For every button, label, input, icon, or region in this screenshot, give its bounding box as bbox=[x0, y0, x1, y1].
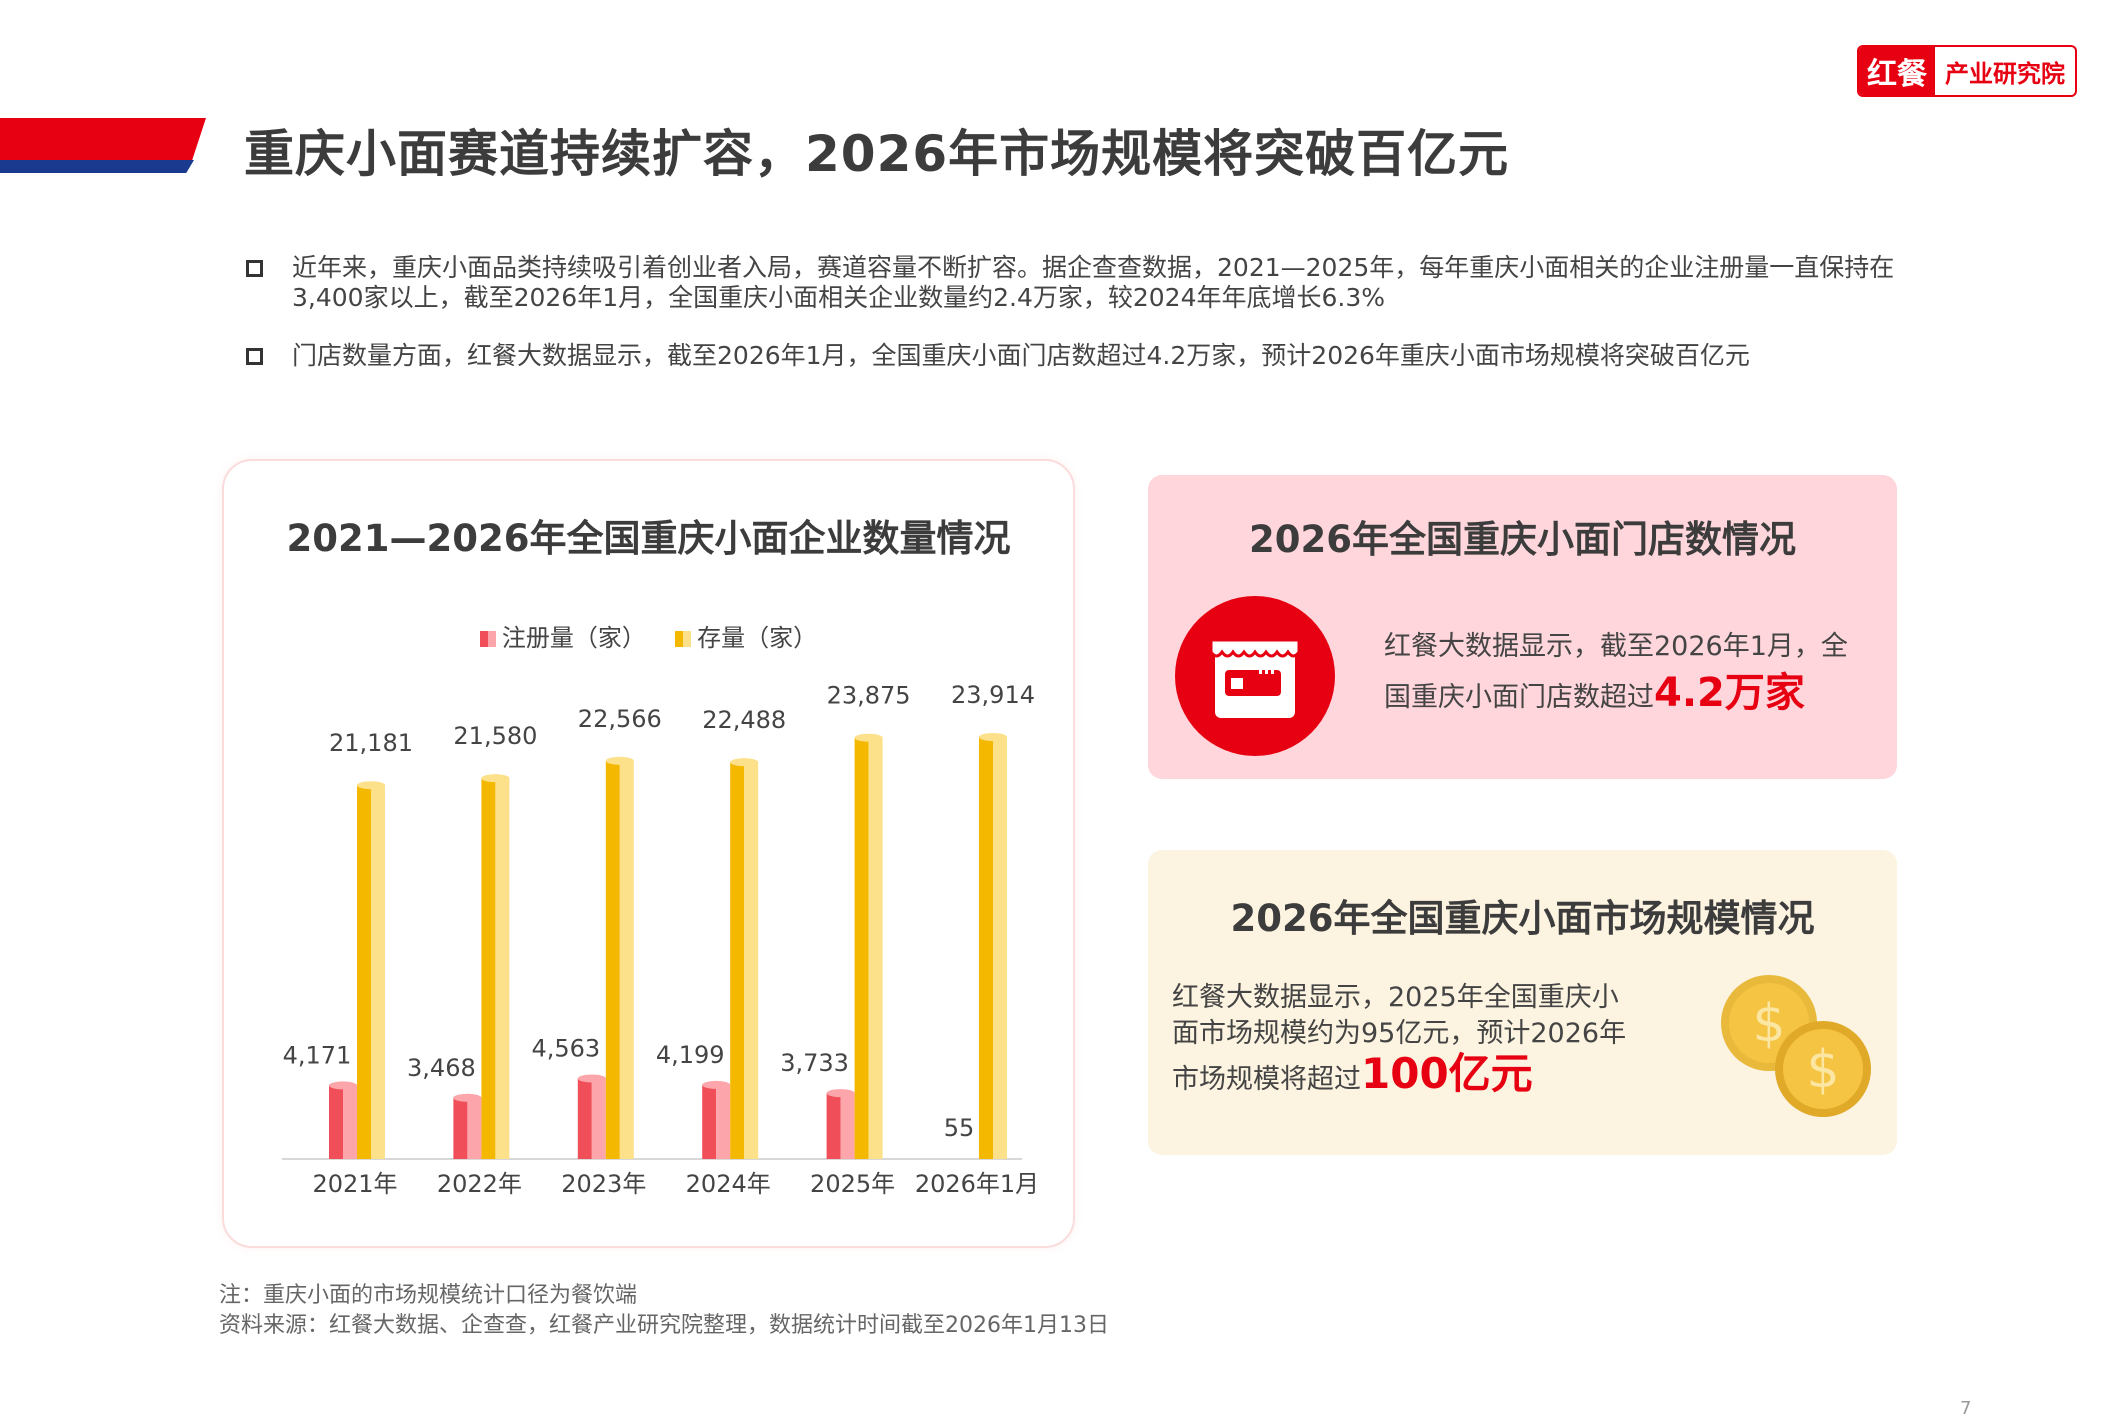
bar-registrations bbox=[702, 1084, 717, 1159]
x-tick-label: 2022年 bbox=[437, 1170, 522, 1198]
store-card-text: 红餐大数据显示，截至2026年1月，全 国重庆小面门店数超过4.2万家 bbox=[1384, 623, 1884, 721]
source-note: 资料来源：红餐大数据、企查查，红餐产业研究院整理，数据统计时间截至2026年1月… bbox=[219, 1313, 1109, 1338]
x-tick-label: 2023年 bbox=[561, 1170, 646, 1198]
logo-text: 产业研究院 bbox=[1945, 59, 2065, 88]
legend-label-registrations: 注册量（家） bbox=[501, 624, 646, 652]
market-text-line: 红餐大数据显示，2025年全国重庆小 bbox=[1172, 982, 1619, 1013]
bar-top bbox=[453, 1093, 482, 1102]
market-text-line: 市场规模将超过100亿元 bbox=[1172, 1053, 1692, 1098]
market-size-highlight: 100亿元 bbox=[1361, 1049, 1533, 1098]
square-bullet-icon bbox=[246, 260, 263, 277]
bullet-item: 门店数量方面，红餐大数据显示，截至2026年1月，全国重庆小面门店数超过4.2万… bbox=[244, 341, 1924, 371]
coins-icon: $ $ bbox=[1721, 975, 1871, 1117]
bar-stock-side bbox=[495, 778, 510, 1159]
bar-stock bbox=[605, 760, 620, 1159]
header-red-band bbox=[0, 118, 206, 162]
chart-title: 2021—2026年全国重庆小面企业数量情况 bbox=[286, 517, 1011, 560]
svg-text:$: $ bbox=[1752, 994, 1785, 1054]
bar-top bbox=[826, 1089, 855, 1098]
x-tick-label: 2021年 bbox=[312, 1170, 397, 1198]
store-text-line: 国重庆小面门店数超过4.2万家 bbox=[1384, 670, 1884, 721]
bar-registrations bbox=[826, 1093, 841, 1159]
footnote: 注：重庆小面的市场规模统计口径为餐饮端 bbox=[219, 1283, 638, 1308]
bar-top bbox=[605, 756, 634, 765]
bar-top bbox=[357, 781, 385, 790]
bar-stock-side bbox=[619, 760, 634, 1159]
page-number: 7 bbox=[1960, 1398, 1972, 1419]
bar-stock bbox=[854, 737, 869, 1159]
bullet-text: 近年来，重庆小面品类持续吸引着创业者入局，赛道容量不断扩容。据企查查数据，202… bbox=[292, 253, 1895, 312]
store-card-title: 2026年全国重庆小面门店数情况 bbox=[1249, 518, 1796, 561]
data-label: 22,488 bbox=[702, 706, 786, 734]
chart-legend: 注册量（家） 存量（家） bbox=[222, 618, 1075, 653]
square-bullet-icon bbox=[246, 348, 263, 365]
bullet-item: 近年来，重庆小面品类持续吸引着创业者入局，赛道容量不断扩容。据企查查数据，202… bbox=[244, 253, 1924, 313]
bar-registrations bbox=[453, 1097, 468, 1159]
market-card-text: 红餐大数据显示，2025年全国重庆小 面市场规模约为95亿元，预计2026年 市… bbox=[1172, 980, 1692, 1098]
bar-stock-side bbox=[744, 762, 759, 1159]
bar-top bbox=[481, 774, 510, 783]
bar-stock-side bbox=[371, 785, 385, 1159]
legend-swatch-stock bbox=[675, 631, 692, 647]
bar-registrations-side bbox=[591, 1078, 606, 1159]
data-label: 3,733 bbox=[780, 1049, 849, 1077]
bar-registrations-side bbox=[840, 1093, 855, 1159]
bar-top bbox=[979, 733, 1007, 741]
data-label: 21,181 bbox=[329, 729, 413, 757]
bar-stock bbox=[730, 762, 745, 1159]
bar-top bbox=[730, 758, 759, 767]
x-tick-label: 2026年1月 bbox=[915, 1170, 1039, 1198]
market-size-card: 2026年全国重庆小面市场规模情况 红餐大数据显示，2025年全国重庆小 面市场… bbox=[1148, 850, 1897, 1155]
data-label: 55 bbox=[944, 1114, 975, 1142]
data-label: 23,875 bbox=[827, 682, 911, 710]
legend-label-stock: 存量（家） bbox=[697, 624, 818, 652]
bar-stock bbox=[481, 778, 496, 1159]
data-label: 22,566 bbox=[578, 705, 662, 733]
bar-stock bbox=[357, 785, 371, 1159]
store-icon bbox=[1175, 596, 1335, 756]
header-blue-band bbox=[0, 160, 194, 173]
market-card-title: 2026年全国重庆小面市场规模情况 bbox=[1230, 897, 1815, 940]
svg-text:$: $ bbox=[1806, 1040, 1839, 1100]
store-text-line: 红餐大数据显示，截至2026年1月，全 bbox=[1384, 631, 1848, 662]
page-title: 重庆小面赛道持续扩容，2026年市场规模将突破百亿元 bbox=[244, 125, 1510, 183]
x-tick-label: 2025年 bbox=[810, 1170, 895, 1198]
data-label: 4,199 bbox=[656, 1041, 725, 1069]
bar-top bbox=[854, 733, 883, 742]
bar-registrations-side bbox=[467, 1097, 482, 1159]
bar-registrations bbox=[577, 1078, 592, 1159]
store-count-highlight: 4.2万家 bbox=[1654, 670, 1805, 716]
bar-stock bbox=[979, 737, 993, 1159]
bar-registrations-side bbox=[716, 1084, 731, 1159]
bar-registrations-side bbox=[343, 1085, 357, 1159]
bullet-text: 门店数量方面，红餐大数据显示，截至2026年1月，全国重庆小面门店数超过4.2万… bbox=[292, 341, 1750, 370]
bar-top bbox=[702, 1080, 731, 1089]
data-label: 3,468 bbox=[407, 1054, 476, 1082]
data-label: 23,914 bbox=[951, 681, 1035, 709]
market-text: 市场规模将超过 bbox=[1172, 1064, 1361, 1095]
bar-top bbox=[329, 1081, 357, 1090]
store-text: 国重庆小面门店数超过 bbox=[1384, 682, 1654, 713]
data-label: 4,171 bbox=[283, 1041, 352, 1069]
market-text-line: 面市场规模约为95亿元，预计2026年 bbox=[1172, 1018, 1627, 1049]
bar-chart: 4,171 21,181 2021年 3,468 21,580 2022年 4,563 22,… bbox=[282, 681, 1039, 1198]
x-tick-label: 2024年 bbox=[686, 1170, 771, 1198]
bar-stock-side bbox=[993, 737, 1007, 1159]
logo: 红餐 产业研究院 bbox=[1857, 45, 2077, 97]
store-count-card: 2026年全国重庆小面门店数情况 红餐大数据显示，截至2026年1月，全 国重庆… bbox=[1148, 475, 1897, 779]
legend-swatch-registrations bbox=[479, 631, 496, 647]
data-label: 4,563 bbox=[531, 1034, 600, 1062]
bar-registrations bbox=[329, 1085, 343, 1159]
bar-top bbox=[577, 1074, 606, 1083]
logo-mark: 红餐 bbox=[1859, 47, 1935, 95]
data-label: 21,580 bbox=[453, 722, 537, 750]
bar-stock-side bbox=[868, 737, 883, 1159]
